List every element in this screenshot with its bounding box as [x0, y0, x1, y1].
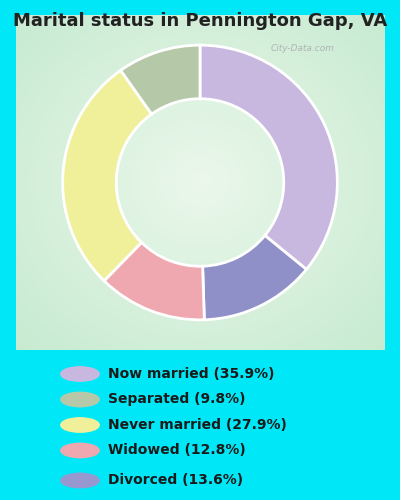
Circle shape — [61, 392, 99, 406]
Circle shape — [61, 474, 99, 488]
Circle shape — [61, 367, 99, 381]
Text: Now married (35.9%): Now married (35.9%) — [108, 367, 274, 381]
Wedge shape — [200, 45, 337, 270]
Wedge shape — [203, 236, 306, 320]
Wedge shape — [121, 45, 200, 114]
Text: Widowed (12.8%): Widowed (12.8%) — [108, 444, 246, 458]
Circle shape — [61, 418, 99, 432]
Text: Separated (9.8%): Separated (9.8%) — [108, 392, 246, 406]
Text: Divorced (13.6%): Divorced (13.6%) — [108, 474, 243, 488]
Text: Marital status in Pennington Gap, VA: Marital status in Pennington Gap, VA — [13, 12, 387, 30]
Wedge shape — [104, 242, 204, 320]
Circle shape — [61, 444, 99, 458]
Text: City-Data.com: City-Data.com — [271, 44, 335, 53]
Wedge shape — [63, 70, 152, 281]
Text: Never married (27.9%): Never married (27.9%) — [108, 418, 287, 432]
